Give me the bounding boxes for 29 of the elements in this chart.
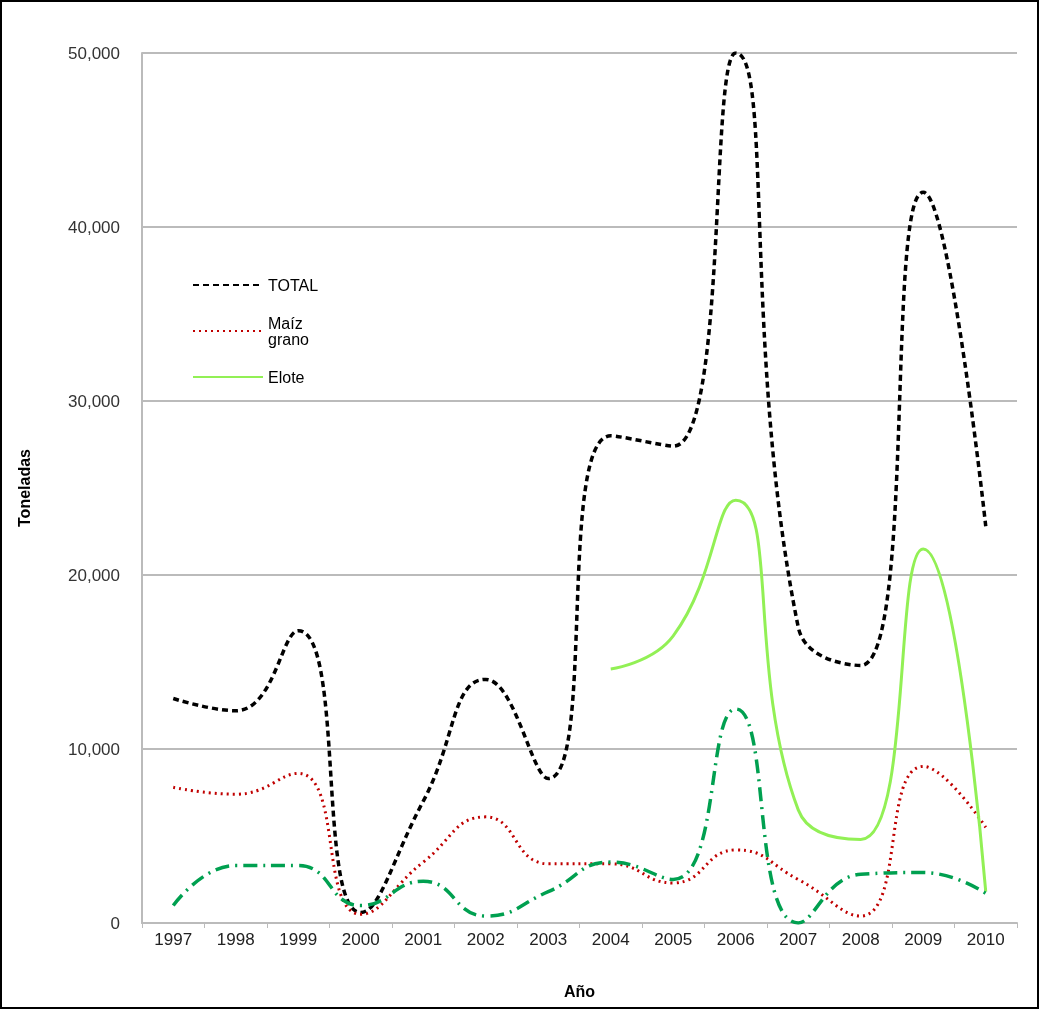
y-tick-label: 30,000: [68, 391, 120, 411]
y-tick-label: 20,000: [68, 565, 120, 585]
y-tick-label: 40,000: [68, 217, 120, 237]
x-tick-label: 2006: [716, 930, 755, 949]
x-tick-label: 2000: [341, 930, 380, 949]
y-tick-label: 10,000: [68, 739, 120, 759]
y-tick-label: 0: [110, 913, 120, 933]
x-tick-label: 2004: [591, 930, 630, 949]
y-tick-label: 50,000: [68, 43, 120, 63]
line-series: [609, 498, 988, 894]
line-series: [171, 51, 988, 915]
line-series: [171, 707, 988, 925]
legend-label: Maíz grano: [268, 314, 310, 348]
x-tick-label: 2010: [966, 930, 1005, 949]
x-tick-label: 2008: [841, 930, 880, 949]
x-axis-title: Año: [563, 982, 596, 1000]
x-tick-label: 1998: [216, 930, 255, 949]
x-tick-label: 2009: [904, 930, 943, 949]
x-tick-label: 2003: [529, 930, 568, 949]
legend-label: Elote: [268, 368, 305, 386]
x-tick-label: 2005: [654, 930, 693, 949]
legend-label: TOTAL: [268, 276, 319, 294]
y-axis-title: Toneladas: [15, 448, 33, 527]
line-series: [171, 764, 988, 918]
x-tick-label: 2007: [779, 930, 818, 949]
x-tick-label: 1999: [279, 930, 318, 949]
x-tick-label: 2002: [466, 930, 505, 949]
x-tick-label: 2001: [404, 930, 443, 949]
x-tick-label: 1997: [154, 930, 193, 949]
